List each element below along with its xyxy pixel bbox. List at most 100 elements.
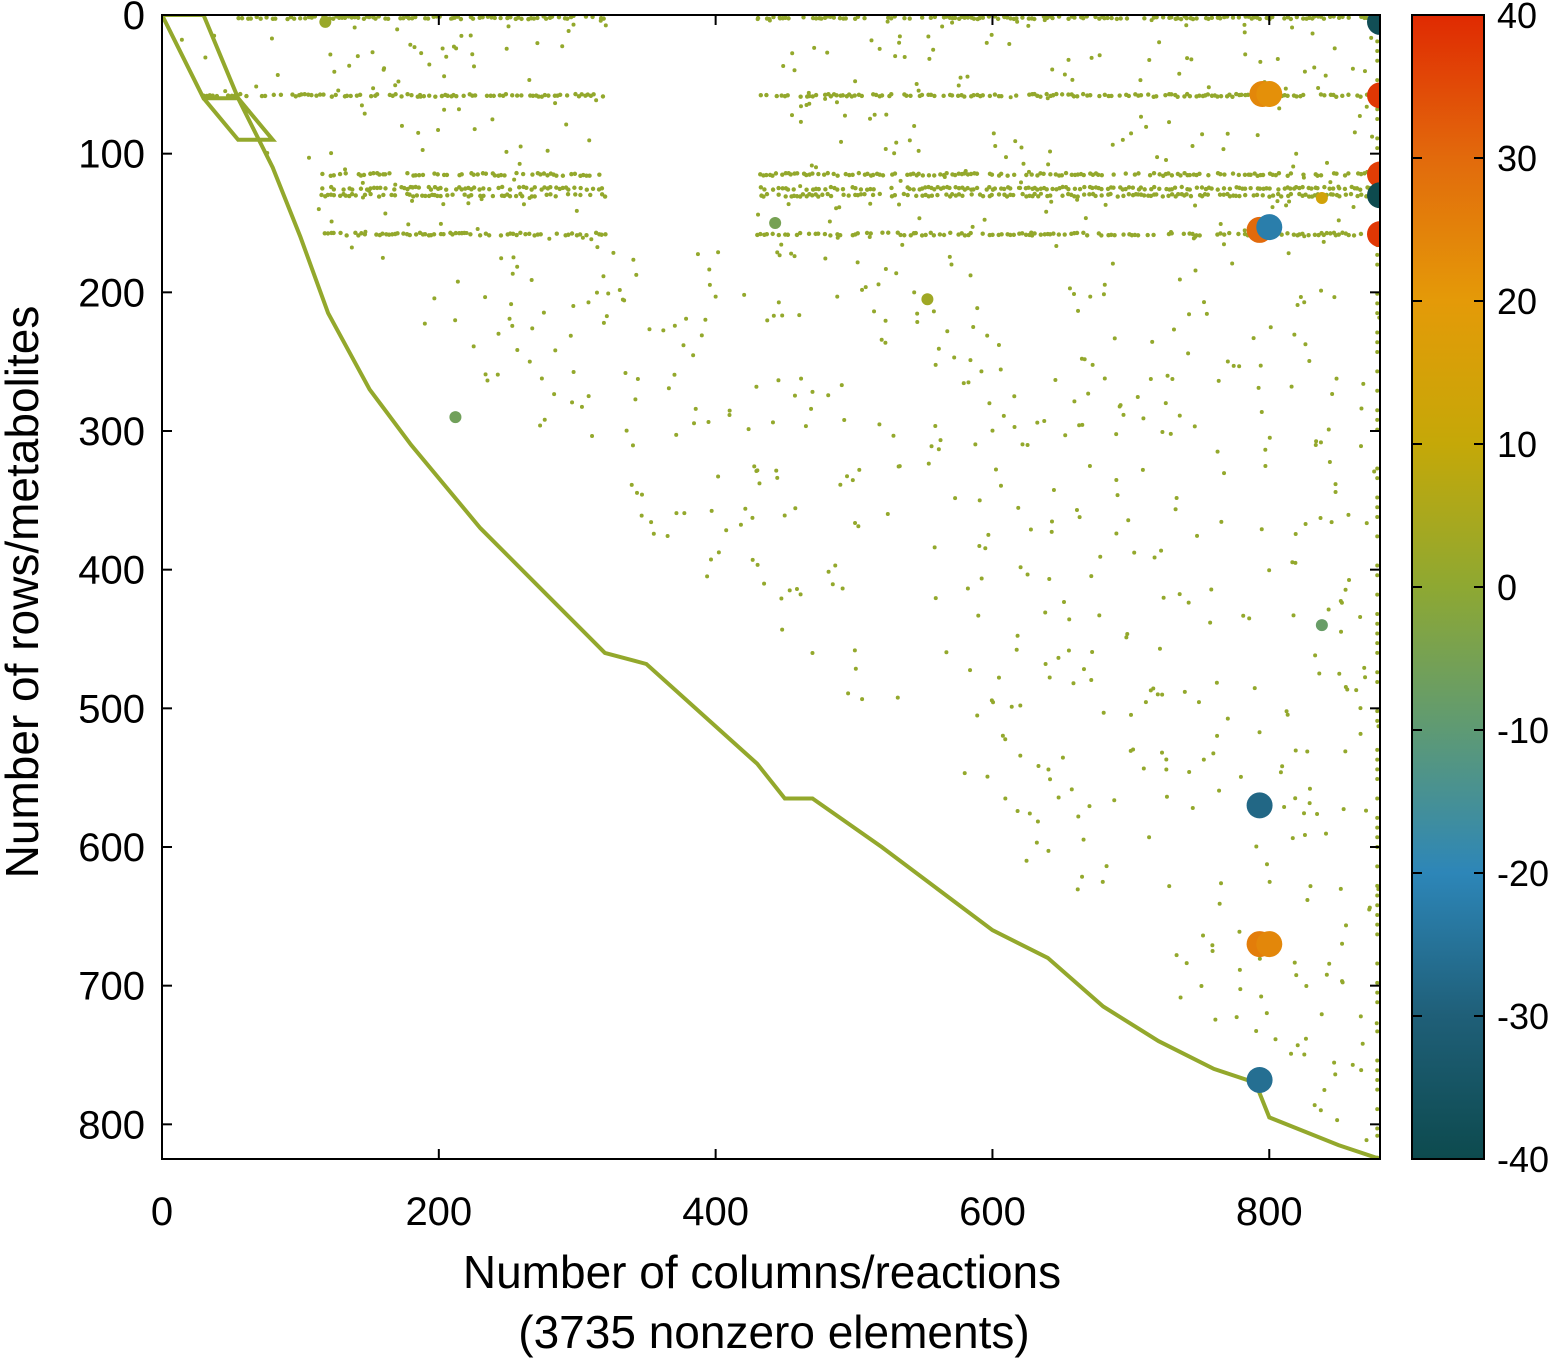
nonzero-point [1201, 757, 1206, 762]
nonzero-point [320, 171, 325, 177]
nonzero-point [1030, 233, 1035, 238]
nonzero-point [421, 94, 427, 99]
nonzero-point [1178, 995, 1183, 1000]
nonzero-point [1307, 358, 1312, 363]
nonzero-point [338, 230, 343, 236]
nonzero-point [840, 186, 846, 192]
nonzero-point [1144, 124, 1149, 129]
nonzero-point [1177, 592, 1182, 597]
nonzero-point [1025, 443, 1030, 448]
nonzero-point [816, 171, 821, 177]
nonzero-point-medium [449, 411, 462, 424]
nonzero-point [381, 192, 386, 198]
nonzero-point [1043, 662, 1048, 667]
nonzero-point [1318, 1108, 1323, 1113]
nonzero-point [1361, 381, 1366, 386]
nonzero-point [306, 155, 311, 160]
nonzero-point [1305, 749, 1310, 754]
nonzero-point [1126, 93, 1131, 99]
nonzero-point [1063, 170, 1069, 176]
nonzero-point [695, 252, 700, 257]
nonzero-point [449, 16, 454, 21]
nonzero-point [1138, 185, 1144, 190]
nonzero-point [321, 92, 326, 97]
nonzero-point [1375, 990, 1380, 995]
nonzero-point [1140, 467, 1145, 472]
nonzero-point [353, 230, 358, 236]
nonzero-point [780, 313, 785, 318]
nonzero-point [1081, 192, 1087, 197]
nonzero-point [1285, 712, 1290, 717]
nonzero-point [1152, 184, 1157, 190]
nonzero-point [779, 93, 784, 98]
nonzero-point [1041, 171, 1046, 177]
nonzero-point [1020, 191, 1025, 197]
nonzero-point [858, 187, 864, 192]
nonzero-point [1062, 232, 1067, 237]
nonzero-point [451, 44, 456, 49]
nonzero-point [1264, 1011, 1269, 1016]
nonzero-point [594, 290, 599, 295]
nonzero-point [450, 232, 455, 237]
nonzero-point [1060, 184, 1065, 190]
nonzero-point [244, 93, 249, 99]
nonzero-point [1102, 376, 1107, 381]
nonzero-point [1109, 93, 1114, 99]
nonzero-point [1059, 92, 1065, 97]
nonzero-point [1375, 534, 1380, 539]
nonzero-point [1341, 807, 1346, 812]
plot-frame [161, 14, 1381, 1160]
nonzero-point [996, 192, 1002, 197]
nonzero-point [1288, 16, 1294, 22]
nonzero-point [214, 93, 220, 99]
nonzero-point [1315, 173, 1320, 178]
nonzero-point [1056, 232, 1062, 237]
nonzero-point [548, 192, 553, 197]
nonzero-point [468, 232, 473, 237]
nonzero-point [827, 219, 832, 224]
nonzero-point [1011, 192, 1016, 198]
nonzero-point [278, 92, 284, 97]
nonzero-point [1084, 233, 1090, 238]
nonzero-point [968, 668, 973, 673]
nonzero-point [1003, 737, 1008, 742]
nonzero-point [1273, 173, 1278, 178]
nonzero-point [524, 185, 529, 191]
nonzero-point [543, 16, 549, 21]
nonzero-point [373, 16, 378, 21]
nonzero-point [1166, 171, 1171, 176]
nonzero-point [831, 15, 837, 20]
nonzero-point [877, 46, 882, 51]
nonzero-point [870, 192, 876, 198]
nonzero-point [1172, 185, 1178, 190]
nonzero-point [1236, 172, 1242, 178]
nonzero-point [410, 198, 415, 203]
nonzero-point [1161, 595, 1166, 600]
nonzero-point [949, 93, 955, 98]
nonzero-point-large [1367, 221, 1380, 248]
nonzero-point [1000, 733, 1005, 738]
nonzero-point [1375, 78, 1380, 83]
nonzero-point [1099, 193, 1104, 198]
nonzero-point [1290, 560, 1295, 565]
nonzero-point [933, 362, 938, 367]
nonzero-point [1337, 671, 1342, 676]
nonzero-point [810, 651, 815, 656]
nonzero-point [837, 205, 842, 210]
nonzero-point [926, 173, 932, 178]
nonzero-point [809, 406, 814, 411]
nonzero-point [1112, 798, 1117, 803]
nonzero-point [1166, 193, 1171, 199]
nonzero-point [1035, 173, 1040, 178]
nonzero-point [387, 171, 392, 176]
nonzero-point [862, 16, 867, 21]
nonzero-point [1080, 91, 1086, 97]
nonzero-point [1339, 629, 1344, 634]
nonzero-point [514, 93, 520, 98]
nonzero-point [912, 124, 917, 129]
nonzero-point [1101, 710, 1106, 715]
nonzero-point [1060, 755, 1065, 760]
y-tick-label: 0 [123, 0, 145, 38]
nonzero-point [1190, 806, 1195, 811]
nonzero-point [1164, 757, 1169, 762]
